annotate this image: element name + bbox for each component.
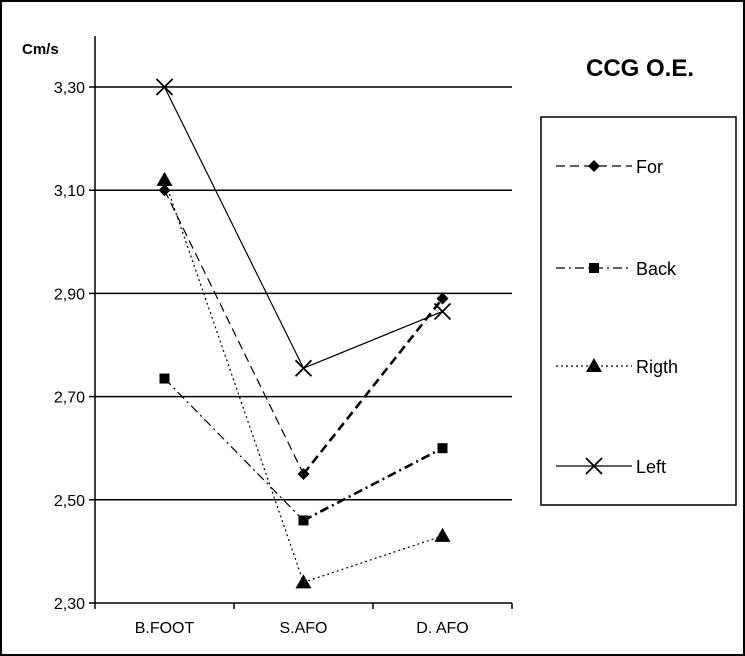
chart-title: CCG O.E. [586,55,694,82]
y-axis-unit: Cm/s [22,41,59,58]
legend-label: Back [636,259,677,279]
data-point-square [437,443,448,454]
legend-marker [586,358,602,372]
data-point-triangle [156,171,173,186]
legend-item-left: Left [556,457,666,477]
y-ticks: 2,30 2,50 2,70 2,90 3,10 3,30 [54,80,95,613]
y-tick-label: 2,50 [54,493,85,510]
x-tick-label: D. AFO [416,620,468,637]
series-line-segment [303,310,443,369]
legend-item-rigth: Rigth [556,357,678,377]
series-rigth [156,171,451,589]
series-back [159,373,448,526]
series-line-segment [302,297,444,475]
data-point-triangle [295,574,312,589]
series-line-segment [164,378,304,521]
legend-label: For [636,157,663,177]
legend-label: Rigth [636,357,678,377]
y-tick-label: 2,90 [54,286,85,303]
series [155,78,452,589]
legend: For Back Rigth Left [556,157,678,477]
series-for [158,184,449,480]
data-point-diamond [297,468,310,480]
x-ticks: B.FOOT S.AFO D. AFO [94,603,513,637]
legend-item-back: Back [556,259,677,279]
y-tick-label: 2,70 [54,390,85,407]
x-tick-label: B.FOOT [135,620,195,637]
data-point-square [159,373,170,384]
legend-marker [585,457,603,475]
data-point-x [433,302,452,321]
data-point-x [155,78,174,96]
series-left [155,78,452,377]
legend-item-for: For [556,157,663,177]
y-tick-label: 2,30 [54,596,85,613]
data-point-triangle [434,527,451,542]
series-line-segment [163,179,305,583]
legend-marker [588,160,600,172]
legend-box [540,116,737,506]
y-tick-label: 3,10 [54,183,85,200]
legend-marker [589,263,599,273]
series-line-segment [302,447,444,522]
data-point-diamond [436,292,449,305]
data-point-x [294,359,313,377]
y-tick-label: 3,30 [54,80,85,97]
data-point-square [298,515,309,526]
series-line-segment [163,86,305,369]
x-tick-label: S.AFO [279,620,327,637]
series-line-segment [163,189,305,475]
data-point-diamond [158,184,171,197]
legend-label: Left [636,457,666,477]
